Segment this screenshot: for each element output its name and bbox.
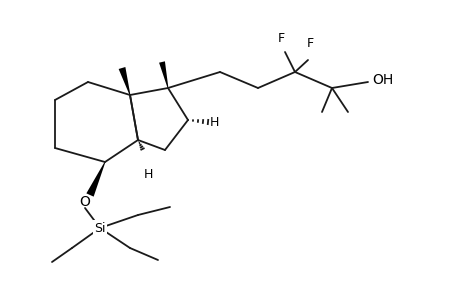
Text: F: F (277, 32, 284, 45)
Polygon shape (86, 162, 105, 197)
Text: O: O (79, 195, 90, 209)
Polygon shape (159, 61, 168, 88)
Polygon shape (118, 67, 130, 95)
Text: H: H (143, 168, 152, 181)
Text: OH: OH (371, 73, 392, 87)
Text: H: H (210, 116, 219, 128)
Text: Si: Si (94, 221, 106, 235)
Text: F: F (306, 37, 313, 50)
